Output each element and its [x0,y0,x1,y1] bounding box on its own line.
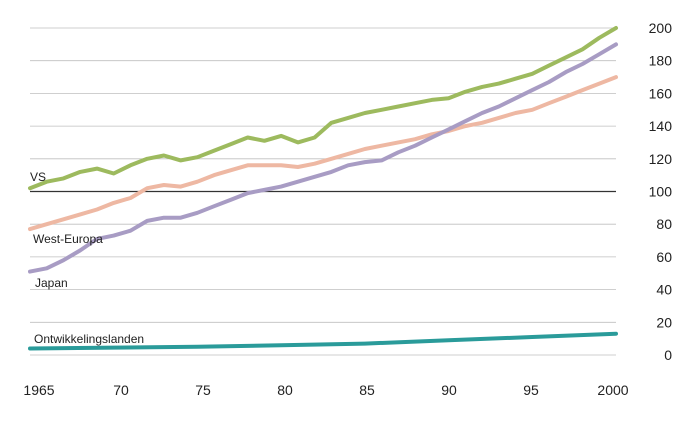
x-tick-label: 90 [441,382,457,398]
series-label-west-europa: West-Europa [33,232,103,246]
series-line-vs [28,26,618,191]
series-line-ontwikkelingslanden [28,331,618,351]
series-label-vs: VS [30,170,46,184]
series-labels: VS West-Europa Japan Ontwikkelingslanden [30,170,144,346]
series-line-west-europa [28,75,618,232]
x-tick-label: 80 [277,382,293,398]
series-line-japan [28,42,618,274]
x-tick-label: 95 [523,382,539,398]
x-tick-label: 75 [195,382,211,398]
y-tick-label: 100 [649,184,673,200]
series-label-ontwikkelingslanden: Ontwikkelingslanden [34,332,144,346]
y-tick-label: 180 [649,53,673,69]
y-tick-label: 0 [664,347,672,363]
y-tick-label: 140 [649,118,673,134]
x-axis-ticks: 1965 70 75 80 85 90 95 2000 [23,382,628,398]
y-tick-label: 200 [649,20,673,36]
x-tick-label: 2000 [597,382,628,398]
x-tick-label: 1965 [23,382,54,398]
y-tick-label: 160 [649,85,673,101]
y-tick-label: 80 [656,216,672,232]
x-tick-label: 85 [359,382,375,398]
series-group [28,26,618,351]
y-tick-label: 120 [649,151,673,167]
x-tick-label: 70 [113,382,129,398]
y-tick-label: 20 [656,314,672,330]
y-axis-ticks: 0 20 40 60 80 100 120 140 160 180 200 [649,20,673,363]
y-tick-label: 60 [656,249,672,265]
grid [30,27,616,356]
y-tick-label: 40 [656,282,672,298]
series-label-japan: Japan [35,276,68,290]
